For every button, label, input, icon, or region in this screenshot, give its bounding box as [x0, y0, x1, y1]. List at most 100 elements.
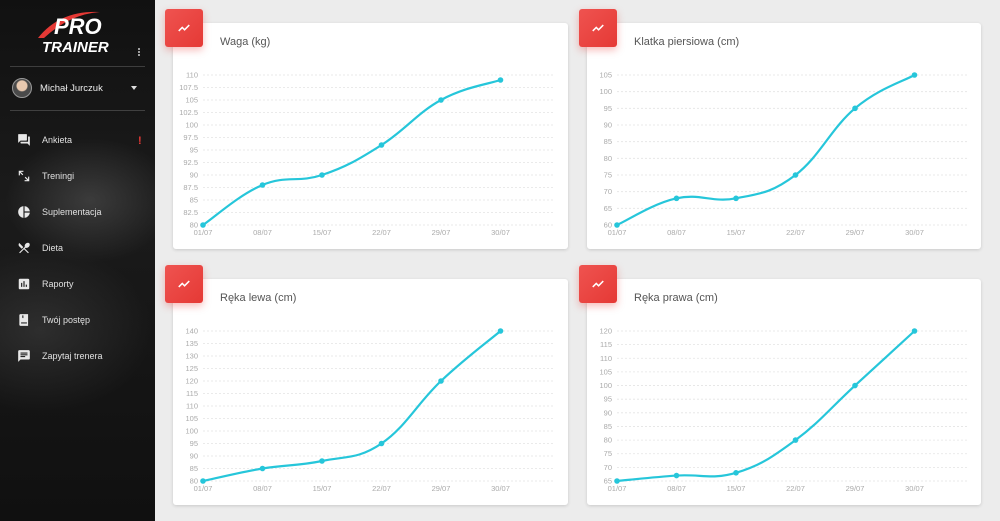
data-point — [911, 72, 918, 78]
y-tick-label: 105 — [599, 71, 612, 80]
x-tick-label: 30/07 — [905, 484, 924, 493]
sidebar-item-label: Ankieta — [42, 135, 73, 145]
chart-card-waga: Waga (kg) 80 82.5 85 87.5 90 92.5 95 97.5 100 102… — [165, 9, 568, 249]
chart-title: Ręka prawa (cm) — [634, 292, 718, 304]
y-tick-label: 100 — [185, 121, 198, 130]
data-point — [200, 222, 206, 228]
data-point — [792, 437, 799, 443]
utensils-icon — [17, 241, 31, 255]
caret-down-icon — [131, 86, 137, 90]
chart-card-klatka-piersiowa: Klatka piersiowa (cm) 60 65 70 75 80 85 90 95 10… — [579, 9, 981, 249]
line-chart-waga: 80 82.5 85 87.5 90 92.5 95 97.5 100 102.5 105 107.5… — [179, 71, 554, 237]
y-tick-label: 95 — [604, 104, 612, 113]
chart-title: Klatka piersiowa (cm) — [634, 36, 740, 48]
x-tick-label: 08/07 — [253, 228, 272, 237]
series-line — [202, 78, 501, 226]
data-point — [378, 142, 385, 148]
expand-arrows-icon — [17, 169, 31, 183]
y-tick-label: 107.5 — [179, 83, 198, 92]
x-tick-label: 15/07 — [727, 228, 746, 237]
logo-bottom-text: TRAINER — [42, 39, 109, 56]
sidebar-item-twoj-postep[interactable]: Twój postęp — [0, 302, 155, 338]
y-tick-label: 97.5 — [183, 133, 198, 142]
y-tick-label: 75 — [604, 171, 612, 180]
x-tick-label: 22/07 — [786, 484, 805, 493]
y-tick-label: 95 — [190, 146, 198, 155]
forum-icon — [17, 133, 31, 147]
data-point — [733, 470, 739, 476]
y-tick-label: 125 — [185, 364, 198, 373]
x-tick-label: 22/07 — [372, 484, 391, 493]
y-tick-label: 100 — [185, 427, 198, 436]
sidebar-item-dieta[interactable]: Dieta — [0, 230, 155, 266]
x-tick-label: 08/07 — [667, 484, 686, 493]
x-tick-label: 22/07 — [786, 228, 805, 237]
data-point — [319, 458, 325, 464]
bar-chart-icon — [17, 277, 31, 291]
data-point — [673, 472, 680, 479]
y-tick-label: 110 — [186, 71, 198, 80]
line-chart-reka-lewa: 80 85 90 95 100 105 110 115 120 125 130 135 140 01/07… — [185, 327, 554, 493]
chart-title: Ręka lewa (cm) — [220, 292, 297, 304]
y-tick-label: 80 — [190, 477, 198, 486]
sidebar-item-ankieta[interactable]: Ankieta ! — [0, 122, 155, 158]
y-tick-label: 70 — [604, 187, 612, 196]
y-tick-label: 90 — [190, 452, 198, 461]
data-point — [614, 478, 620, 484]
x-tick-label: 15/07 — [313, 228, 332, 237]
data-point — [911, 328, 918, 334]
chart-card-reka-prawa: Ręka prawa (cm) 65 70 75 80 85 90 95 100 105 110 1… — [579, 265, 981, 505]
y-tick-label: 85 — [190, 196, 198, 205]
more-menu-icon[interactable] — [138, 47, 142, 57]
y-tick-label: 65 — [604, 477, 612, 486]
y-tick-label: 70 — [604, 463, 612, 472]
sidebar-item-label: Raporty — [42, 279, 74, 289]
series-line — [616, 74, 916, 227]
x-tick-label: 01/07 — [608, 228, 627, 237]
pro-trainer-logo[interactable]: PRO TRAINER — [30, 8, 130, 58]
y-tick-label: 115 — [186, 389, 198, 398]
x-tick-label: 29/07 — [432, 228, 451, 237]
y-tick-label: 85 — [190, 464, 198, 473]
user-menu[interactable]: Michał Jurczuk — [12, 77, 137, 99]
x-tick-label: 22/07 — [372, 228, 391, 237]
x-tick-label: 01/07 — [194, 484, 213, 493]
y-tick-label: 110 — [186, 402, 198, 411]
data-point — [200, 478, 206, 484]
data-point — [733, 195, 739, 202]
y-tick-label: 110 — [600, 354, 612, 363]
line-chart-klatka-piersiowa: 60 65 70 75 80 85 90 95 100 105 01/07 08/07 15/07 22/… — [599, 71, 967, 237]
data-point — [614, 222, 620, 228]
sidebar-item-treningi[interactable]: Treningi — [0, 158, 155, 194]
x-tick-label: 29/07 — [846, 484, 865, 493]
y-tick-label: 90 — [190, 171, 198, 180]
user-name: Michał Jurczuk — [40, 82, 103, 94]
data-point — [438, 97, 444, 103]
sidebar-item-zapytaj-trenera[interactable]: Zapytaj trenera — [0, 338, 155, 374]
x-tick-label: 30/07 — [905, 228, 924, 237]
y-tick-label: 115 — [600, 340, 612, 349]
x-tick-label: 30/07 — [491, 484, 510, 493]
x-tick-label: 15/07 — [727, 484, 746, 493]
pie-chart-icon — [17, 205, 31, 219]
y-tick-label: 92.5 — [183, 158, 198, 167]
data-point — [852, 105, 858, 112]
sidebar-item-raporty[interactable]: Raporty — [0, 266, 155, 302]
x-tick-label: 08/07 — [253, 484, 272, 493]
y-tick-label: 105 — [185, 414, 198, 423]
sidebar-item-suplementacja[interactable]: Suplementacja — [0, 194, 155, 230]
data-point — [852, 382, 858, 389]
sidebar-divider — [10, 110, 145, 111]
progress-book-icon — [17, 313, 31, 327]
y-tick-label: 60 — [604, 221, 612, 230]
chart-card-reka-lewa: Ręka lewa (cm) 80 85 90 95 100 105 110 115 120 12… — [165, 265, 568, 505]
y-tick-label: 90 — [604, 408, 612, 417]
y-tick-label: 85 — [604, 422, 612, 431]
y-tick-label: 140 — [185, 327, 198, 336]
sidebar-nav: Ankieta ! Treningi Suplementacja Dieta — [0, 122, 155, 374]
data-point — [673, 195, 680, 202]
y-tick-label: 80 — [604, 436, 612, 445]
x-tick-label: 01/07 — [194, 228, 213, 237]
data-point — [259, 182, 266, 188]
logo-top-text: PRO — [54, 14, 102, 39]
